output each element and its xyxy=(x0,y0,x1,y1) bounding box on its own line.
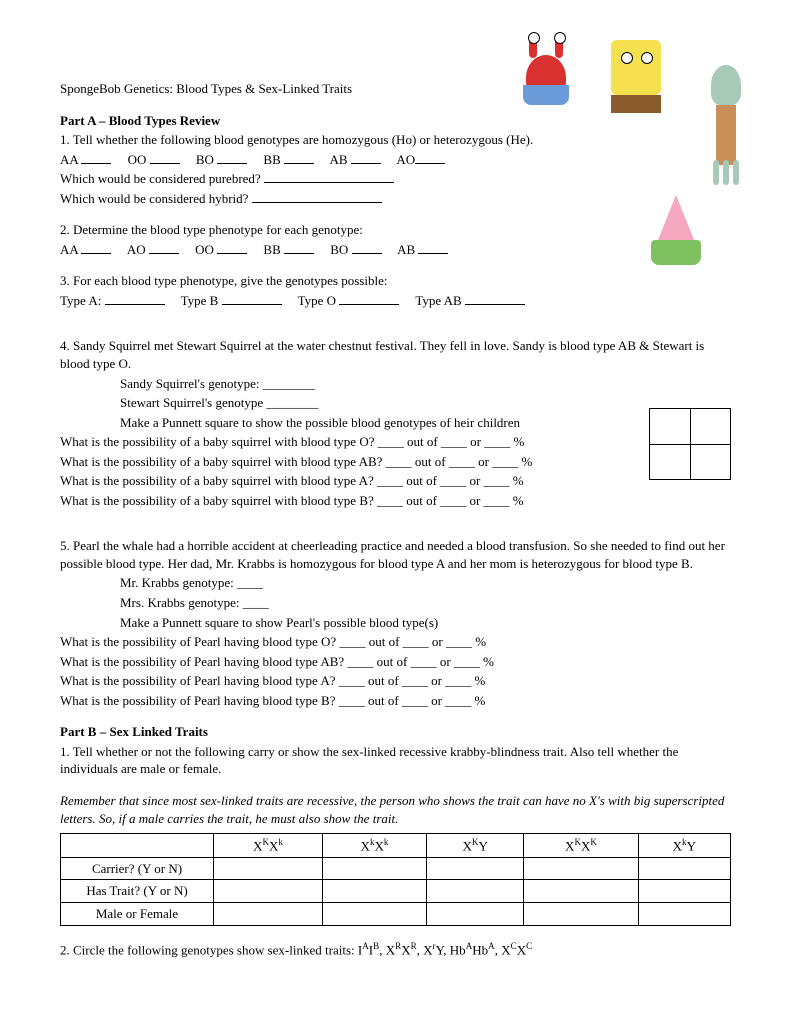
patrick-image xyxy=(631,190,721,290)
q3-type: Type A: xyxy=(60,293,101,308)
q3-type: Type O xyxy=(298,293,336,308)
q2-item: BO xyxy=(330,242,348,257)
q1-genotype-row: AA OO BO BB AB AO xyxy=(60,151,731,169)
table-cell xyxy=(214,857,323,880)
table-cell xyxy=(524,903,638,926)
q5-possibility: What is the possibility of Pearl having … xyxy=(60,692,731,710)
q2-item: BB xyxy=(263,242,280,257)
table-header-genotype: XKXk xyxy=(214,834,323,858)
mr-krabs-image xyxy=(511,30,581,110)
q3-types-row: Type A: Type B Type O Type AB xyxy=(60,292,731,310)
table-cell xyxy=(323,903,427,926)
table-row: Male or Female xyxy=(61,903,731,926)
q1-item: AB xyxy=(330,152,348,167)
q4-possibility: What is the possibility of a baby squirr… xyxy=(60,472,731,490)
table-cell xyxy=(214,903,323,926)
table-header-genotype: XKXK xyxy=(524,834,638,858)
table-cell xyxy=(426,903,523,926)
q1-item: AO xyxy=(396,152,415,167)
q3-type: Type B xyxy=(181,293,219,308)
table-cell xyxy=(638,903,730,926)
spongebob-image xyxy=(601,30,671,120)
table-row: Has Trait? (Y or N) xyxy=(61,880,731,903)
table-cell xyxy=(214,880,323,903)
squidward-image xyxy=(701,60,751,190)
table-cell xyxy=(638,880,730,903)
q4-line: Make a Punnett square to show the possib… xyxy=(60,414,731,432)
row-label: Male or Female xyxy=(61,903,214,926)
q5-possibility: What is the possibility of Pearl having … xyxy=(60,633,731,651)
q1-item: AA xyxy=(60,152,78,167)
q2-item: AO xyxy=(127,242,146,257)
q1-prompt: 1. Tell whether the following blood geno… xyxy=(60,131,731,149)
q1-purebred: Which would be considered purebred? xyxy=(60,170,731,188)
table-cell xyxy=(323,857,427,880)
q5-line: Make a Punnett square to show Pearl's po… xyxy=(60,614,731,632)
table-cell xyxy=(426,857,523,880)
table-cell xyxy=(323,880,427,903)
table-cell xyxy=(638,857,730,880)
q2-item: AA xyxy=(60,242,78,257)
punnett-square xyxy=(649,408,731,480)
table-header-row: XKXk XkXk XKY XKXK XkY xyxy=(61,834,731,858)
q4-intro: 4. Sandy Squirrel met Stewart Squirrel a… xyxy=(60,337,731,372)
worksheet-page: SpongeBob Genetics: Blood Types & Sex-Li… xyxy=(0,0,791,1024)
q5-line: Mrs. Krabbs genotype: ____ xyxy=(60,594,731,612)
row-label: Carrier? (Y or N) xyxy=(61,857,214,880)
table-header-genotype: XKY xyxy=(426,834,523,858)
table-cell xyxy=(524,880,638,903)
q5-intro: 5. Pearl the whale had a horrible accide… xyxy=(60,537,731,572)
partb-note: Remember that since most sex-linked trai… xyxy=(60,792,731,827)
q3-type: Type AB xyxy=(415,293,461,308)
table-header-blank xyxy=(61,834,214,858)
q1-item: OO xyxy=(128,152,147,167)
q5-possibility: What is the possibility of Pearl having … xyxy=(60,653,731,671)
traits-table: XKXk XkXk XKY XKXK XkY Carrier? (Y or N)… xyxy=(60,833,731,926)
q4-line: Stewart Squirrel's genotype ________ xyxy=(60,394,731,412)
q2-item: OO xyxy=(195,242,214,257)
partb-q2: 2. Circle the following genotypes show s… xyxy=(60,940,731,959)
partb-q1: 1. Tell whether or not the following car… xyxy=(60,743,731,778)
q1-item: BO xyxy=(196,152,214,167)
q1-item: BB xyxy=(263,152,280,167)
q4-line: Sandy Squirrel's genotype: ________ xyxy=(60,375,731,393)
table-header-genotype: XkXk xyxy=(323,834,427,858)
row-label: Has Trait? (Y or N) xyxy=(61,880,214,903)
table-cell xyxy=(524,857,638,880)
q4-possibility: What is the possibility of a baby squirr… xyxy=(60,453,731,471)
table-cell xyxy=(426,880,523,903)
q4-possibility: What is the possibility of a baby squirr… xyxy=(60,433,731,451)
table-row: Carrier? (Y or N) xyxy=(61,857,731,880)
q4-possibility: What is the possibility of a baby squirr… xyxy=(60,492,731,510)
part-b-heading: Part B – Sex Linked Traits xyxy=(60,723,731,741)
q5-line: Mr. Krabbs genotype: ____ xyxy=(60,574,731,592)
q2-item: AB xyxy=(397,242,415,257)
table-header-genotype: XkY xyxy=(638,834,730,858)
q5-possibility: What is the possibility of Pearl having … xyxy=(60,672,731,690)
